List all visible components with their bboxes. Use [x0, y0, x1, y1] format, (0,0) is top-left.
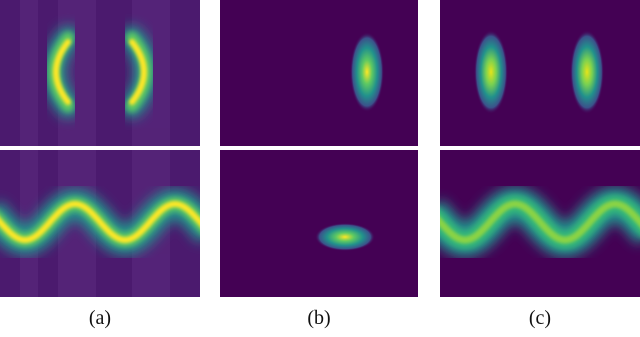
caption: (b)	[307, 307, 330, 329]
panel-c-top	[440, 0, 640, 146]
panel-b-top	[220, 0, 418, 146]
blob	[315, 223, 375, 251]
wave-a	[0, 189, 200, 255]
panel-b-bottom	[220, 150, 418, 297]
crescents	[42, 26, 158, 118]
blob	[350, 32, 384, 112]
caption: (c)	[529, 307, 551, 329]
caption: (a)	[89, 307, 111, 329]
blob	[570, 30, 604, 114]
wave-c	[440, 187, 640, 257]
blob	[474, 30, 508, 114]
